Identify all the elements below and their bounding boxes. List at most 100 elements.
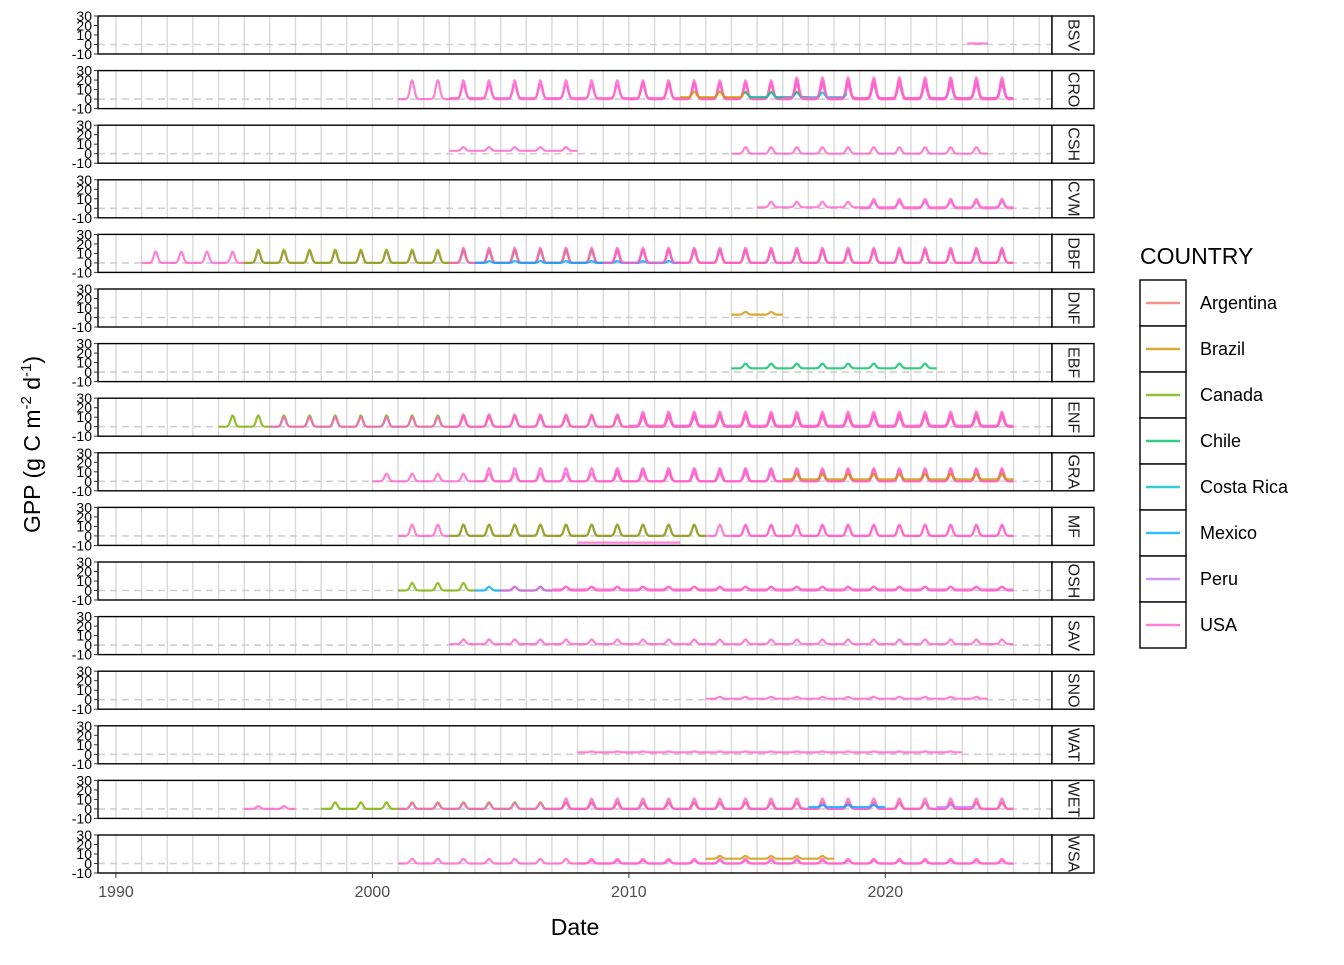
- facet-strip-box: [1051, 779, 1095, 820]
- series-line-usa: [551, 797, 1014, 811]
- facet-strip-label: EBF: [1065, 347, 1082, 378]
- y-tick-label: -10: [72, 701, 92, 717]
- facet-strip-label: SNO: [1065, 673, 1082, 708]
- facet-strip: GRA: [1051, 452, 1095, 492]
- y-tick-label: 0: [84, 692, 92, 708]
- y-tick-label: 10: [76, 191, 92, 207]
- y-tick-label: 10: [76, 82, 92, 98]
- legend-label: Chile: [1200, 431, 1241, 451]
- facet-strip-label: GRA: [1065, 454, 1082, 489]
- series-line-brazil: [731, 310, 783, 316]
- y-tick-label: 30: [76, 336, 92, 352]
- y-tick-label: 20: [76, 18, 92, 34]
- facet-strip-label: WET: [1065, 782, 1082, 818]
- facet-strip-label: CSH: [1065, 127, 1082, 161]
- y-tick-label: 0: [84, 91, 92, 107]
- y-tick-label: 30: [76, 827, 92, 843]
- y-tick-label: 30: [76, 63, 92, 79]
- x-tick-label: 2000: [355, 884, 391, 901]
- panel-border: [97, 452, 1053, 492]
- y-tick-label: 0: [84, 255, 92, 271]
- panel-border: [97, 288, 1053, 328]
- panel-border: [97, 342, 1053, 383]
- y-tick-label: 0: [84, 801, 92, 817]
- series-line-brazil: [782, 472, 1014, 481]
- series-line-canada: [398, 581, 475, 592]
- legend-title: COUNTRY: [1140, 243, 1253, 269]
- panel-border: [97, 233, 1053, 274]
- y-tick-label: 0: [84, 473, 92, 489]
- y-tick-label: -10: [72, 210, 92, 226]
- y-tick-label: 10: [76, 409, 92, 425]
- facet-strip-label: CVM: [1065, 181, 1082, 217]
- y-tick-label: 30: [76, 445, 92, 461]
- y-tick-label: 10: [76, 628, 92, 644]
- series-line-mexico: [808, 803, 886, 809]
- facet-strip: DBF: [1051, 233, 1095, 274]
- panel-border: [97, 69, 1053, 110]
- y-tick-label: 10: [76, 136, 92, 152]
- facet-strip-box: [1051, 69, 1095, 110]
- facet-strip-box: [1051, 288, 1095, 328]
- facet-strip: BSV: [1051, 15, 1095, 55]
- panel-border: [97, 779, 1053, 820]
- legend-label: Brazil: [1200, 339, 1245, 359]
- y-tick-label: -10: [72, 537, 92, 553]
- y-tick-label: -10: [72, 428, 92, 444]
- facet-strip-box: [1051, 124, 1095, 164]
- y-tick-label: 10: [76, 737, 92, 753]
- y-tick-label: 30: [76, 281, 92, 297]
- panel-border: [97, 725, 1053, 765]
- x-tick-label: 2020: [868, 884, 904, 901]
- facet-strip: WAT: [1051, 725, 1095, 765]
- y-tick-label: -10: [72, 810, 92, 826]
- x-tick-label: 2010: [611, 884, 647, 901]
- facet-strip: CRO: [1051, 69, 1095, 110]
- y-tick-label: 20: [76, 236, 92, 252]
- y-tick-label: 20: [76, 127, 92, 143]
- y-tick-label: -10: [72, 592, 92, 608]
- y-tick-label: 0: [84, 146, 92, 162]
- y-axis-label-superscript: -1: [18, 364, 35, 377]
- y-tick-label: 10: [76, 300, 92, 316]
- series-line-usa: [449, 146, 578, 152]
- panel-border: [97, 397, 1053, 437]
- y-tick-label: -10: [72, 155, 92, 171]
- series-line-mexico: [475, 259, 681, 264]
- panel-border: [97, 561, 1053, 601]
- legend-entry-mexico: Mexico: [1139, 509, 1257, 557]
- y-tick-label: 30: [76, 663, 92, 679]
- y-tick-label: 30: [76, 499, 92, 515]
- series-line-usa: [782, 76, 1014, 100]
- series-line-costa-rica: [743, 91, 848, 99]
- facet-strip-box: [1051, 615, 1095, 656]
- facet-strip: CSH: [1051, 124, 1095, 164]
- y-axis-label-part: GPP (g C m: [19, 410, 45, 534]
- series-line-usa: [449, 638, 1014, 646]
- legend-entry-argentina: Argentina: [1139, 279, 1278, 327]
- y-tick-label: 20: [76, 72, 92, 88]
- facet-strip-box: [1051, 397, 1095, 437]
- y-tick-label: 20: [76, 727, 92, 743]
- y-tick-label: 30: [76, 226, 92, 242]
- y-tick-label: 20: [76, 782, 92, 798]
- facet-strip-label: MF: [1065, 515, 1082, 538]
- facet-strip: CVM: [1051, 179, 1095, 219]
- facet-strip-box: [1051, 506, 1095, 547]
- series-line-usa: [731, 146, 988, 155]
- y-tick-label: -10: [72, 264, 92, 280]
- y-tick-label: 20: [76, 400, 92, 416]
- facet-strip-box: [1051, 834, 1095, 874]
- facet-strip: DNF: [1051, 288, 1095, 328]
